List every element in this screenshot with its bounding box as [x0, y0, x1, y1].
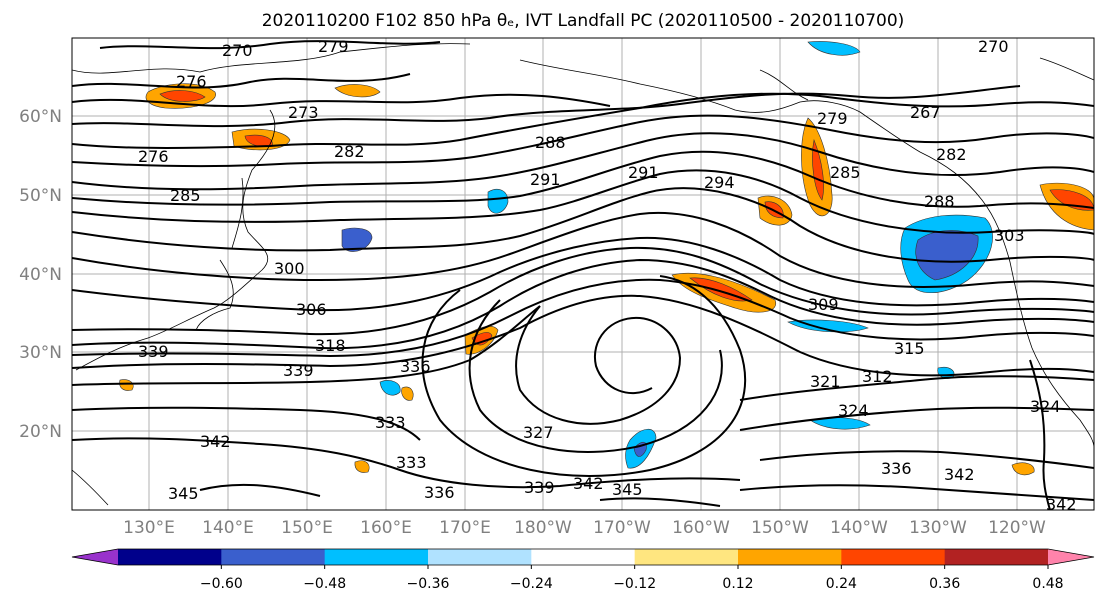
contour-label: 339	[138, 342, 169, 361]
lon-label: 180°W	[514, 518, 572, 538]
contour-label: 273	[288, 103, 319, 122]
contour-label: 333	[396, 453, 427, 472]
contour-label: 270	[978, 37, 1009, 56]
colorbar-tick-label: −0.60	[200, 576, 243, 592]
lon-label: 150°W	[751, 518, 809, 538]
contour-label: 294	[704, 173, 735, 192]
contour-label: 288	[924, 192, 955, 211]
colorbar-segment	[944, 549, 1049, 565]
colorbar-tick-label: 0.36	[929, 576, 960, 592]
contour-label: 324	[838, 401, 869, 420]
contour-label: 318	[315, 336, 346, 355]
contour-label: 321	[810, 372, 841, 391]
contour-label: 324	[1030, 397, 1061, 416]
colorbar-segments	[72, 549, 1094, 565]
contour-label: 285	[830, 163, 861, 182]
contour-label: 285	[170, 186, 201, 205]
contour-label: 270	[222, 41, 253, 60]
latitude-labels: 60°N 50°N 40°N 30°N 20°N	[19, 107, 62, 442]
contour-label: 345	[612, 480, 643, 499]
colorbar-segment	[118, 549, 222, 565]
colorbar-tick-label: −0.48	[303, 576, 346, 592]
longitude-labels: 130°E 140°E 150°E 160°E 170°E 180°W 170°…	[123, 518, 1046, 538]
contour-label: 333	[375, 413, 406, 432]
contour-label: 309	[808, 295, 839, 314]
lat-label: 50°N	[19, 186, 62, 206]
colorbar-segment	[221, 549, 326, 565]
map-area: 270 270 276 273 279 267 279 276 282 282 …	[72, 37, 1094, 514]
contour-label: 342	[573, 474, 604, 493]
colorbar-tick-label: 0.12	[722, 576, 753, 592]
colorbar-tick-label: −0.24	[510, 576, 553, 592]
colorbar-segment	[428, 549, 532, 565]
colorbar-segment	[324, 549, 429, 565]
lon-label: 140°E	[202, 518, 254, 538]
colorbar-segment	[531, 549, 636, 565]
contour-label: 339	[283, 361, 314, 380]
lon-label: 140°W	[830, 518, 888, 538]
colorbar-extend-max	[1048, 549, 1094, 565]
lon-label: 150°E	[281, 518, 333, 538]
colorbar-segment	[738, 549, 842, 565]
colorbar-tick-label: −0.12	[613, 576, 656, 592]
contour-label: 342	[944, 465, 975, 484]
lon-label: 120°W	[988, 518, 1046, 538]
lat-label: 40°N	[19, 265, 62, 285]
contour-label: 336	[424, 483, 455, 502]
contour-label: 306	[296, 300, 327, 319]
contour-label: 282	[936, 145, 967, 164]
map-frame	[71, 37, 1095, 511]
contour-label: 276	[176, 72, 207, 91]
contour-label: 342	[200, 432, 231, 451]
contour-label: 345	[168, 484, 199, 503]
colorbar-ticks: −0.60 −0.48 −0.36 −0.24 −0.12 0.12 0.24 0.36 0.4…	[200, 565, 1064, 592]
colorbar-extend-min	[72, 549, 118, 565]
theta-e-contours	[72, 40, 1094, 510]
contour-labels: 270 270 276 273 279 267 279 276 282 282 …	[138, 37, 1077, 514]
contour-label: 279	[817, 109, 848, 128]
colorbar-tick-label: −0.36	[407, 576, 450, 592]
contour-label: 342	[1046, 495, 1077, 514]
lon-label: 170°W	[593, 518, 651, 538]
colorbar-segment	[841, 549, 946, 565]
contour-label: 282	[334, 142, 365, 161]
colorbar: −0.60 −0.48 −0.36 −0.24 −0.12 0.12 0.24 0.36 0.4…	[71, 548, 1095, 592]
lon-label: 160°E	[360, 518, 412, 538]
figure-title: 2020110200 F102 850 hPa θₑ, IVT Landfall…	[262, 11, 905, 31]
lat-label: 30°N	[19, 343, 62, 363]
contour-label: 339	[524, 478, 555, 497]
contour-label: 276	[138, 147, 169, 166]
lon-label: 130°E	[123, 518, 175, 538]
contour-label: 300	[274, 259, 305, 278]
lat-label: 60°N	[19, 107, 62, 127]
coastlines	[72, 43, 1094, 506]
lat-label: 20°N	[19, 422, 62, 442]
contour-label: 291	[628, 163, 659, 182]
contour-label: 336	[400, 357, 431, 376]
contour-label: 312	[862, 367, 893, 386]
lon-label: 170°E	[439, 518, 491, 538]
contour-label: 267	[910, 103, 941, 122]
colorbar-tick-label: 0.24	[826, 576, 857, 592]
colorbar-tick-label: 0.48	[1032, 576, 1063, 592]
graticule	[72, 38, 1094, 510]
contour-label: 291	[530, 170, 561, 189]
contour-label: 279	[318, 37, 349, 56]
lon-label: 160°W	[672, 518, 730, 538]
contour-label: 336	[881, 459, 912, 478]
contour-label: 303	[994, 226, 1025, 245]
colorbar-segment	[634, 549, 739, 565]
contour-label: 288	[535, 133, 566, 152]
lon-label: 130°W	[909, 518, 967, 538]
colorbar-outline	[71, 548, 1095, 566]
contour-label: 327	[523, 423, 554, 442]
contour-label: 315	[894, 339, 925, 358]
